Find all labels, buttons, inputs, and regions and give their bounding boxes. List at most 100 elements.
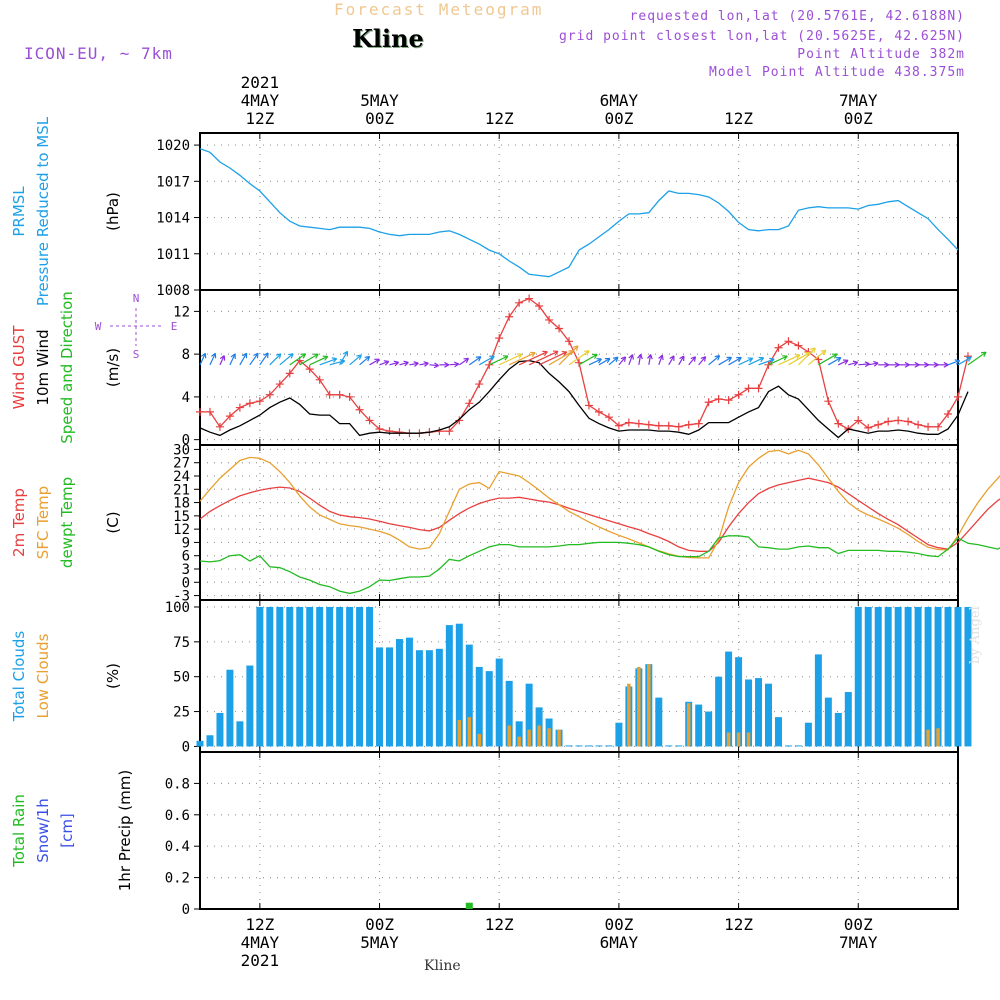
model-label: ICON-EU, ~ 7km (24, 44, 173, 63)
cloud-bar (405, 637, 413, 747)
cloud-bar (746, 732, 751, 747)
gust-marker (255, 397, 264, 406)
cloud-bar (894, 606, 902, 747)
gust-marker (784, 337, 793, 346)
unit-label: (%) (104, 663, 122, 689)
cloud-bar (196, 740, 204, 747)
y-tick-label: 30 (173, 442, 190, 458)
cloud-bar (765, 683, 772, 747)
gust-marker (205, 407, 214, 416)
wind-arrow (409, 362, 419, 366)
wind-arrowhead (489, 355, 495, 361)
cloud-bar (725, 651, 733, 747)
wind-arrowhead (612, 356, 619, 363)
gust-marker (624, 418, 633, 427)
top-time-label: 12Z (724, 109, 753, 128)
wind-arrow (967, 351, 987, 366)
wind-arrow (758, 358, 775, 366)
wind-arrow (578, 353, 598, 366)
axis-label: Low Clouds (34, 633, 52, 718)
wind-arrow (209, 353, 216, 366)
gust-marker (694, 419, 703, 428)
wind-arrow (449, 363, 459, 366)
wind-arrowhead (758, 356, 765, 363)
top-time-label: 4MAY (241, 91, 280, 110)
panel-5: 0 0.2 0.4 0.6 0.8 Total Rain Snow/1h [cm] 1hr Pr… (10, 751, 959, 918)
credit-text: by Angel (968, 606, 983, 664)
cloud-bar (615, 722, 623, 747)
model-altitude: Model Point Altitude 438.375m (709, 65, 965, 80)
cloud-bar (346, 606, 354, 747)
cloud-bar (445, 625, 453, 747)
wind-arrowhead (210, 352, 217, 359)
top-time-label: 00Z (365, 109, 394, 128)
wind-arrow (858, 363, 870, 366)
gust-marker (584, 401, 593, 410)
wind-arrowhead (820, 349, 827, 356)
gust-marker (315, 375, 324, 384)
gust-marker (704, 398, 713, 407)
wind-arrow (319, 358, 337, 366)
cloud-bar (216, 712, 224, 747)
top-time-label: 00Z (844, 109, 873, 128)
cloud-bar (726, 732, 731, 747)
bottom-time-label: 6MAY (600, 933, 639, 952)
bottom-time-label: 2021 (241, 951, 280, 970)
wind-arrow (389, 361, 399, 366)
wind-arrow (369, 358, 380, 366)
wind-arrowhead (383, 360, 390, 366)
y-tick-label: 0.8 (165, 776, 190, 792)
gust-marker (275, 380, 284, 389)
wind-arrow (698, 356, 707, 366)
axis-label: PRMSL (10, 186, 28, 237)
wind-arrow (279, 353, 294, 366)
cloud-bar (595, 745, 603, 747)
cloud-bar (814, 654, 822, 747)
unit-label: (C) (104, 511, 122, 533)
wind-arrowhead (637, 353, 643, 360)
wind-arrowhead (736, 356, 742, 363)
wind-arrow (748, 357, 764, 366)
gust-marker (395, 428, 404, 437)
bottom-time-label: 7MAY (839, 933, 878, 952)
y-tick-label: 21 (173, 482, 190, 498)
gust-marker (505, 312, 514, 321)
wind-arrow (957, 356, 972, 366)
gust-marker (664, 421, 673, 430)
cloud-bar (527, 729, 531, 747)
wind-arrow (488, 355, 509, 366)
cloud-bar (475, 666, 483, 747)
wind-arrow (678, 355, 685, 366)
bottom-time-label: 12Z (724, 915, 753, 934)
y-tick-label: 27 (173, 456, 190, 472)
axis-label: 2m Temp (10, 488, 28, 557)
cloud-bar (547, 728, 551, 747)
cloud-bar (675, 745, 683, 747)
cloud-bar (904, 606, 912, 747)
wind-arrow (838, 359, 849, 366)
gust-marker (495, 334, 504, 343)
axis-label: 10m Wind (34, 329, 52, 405)
wind-arrowhead (604, 357, 611, 364)
wind-arrow (199, 353, 206, 366)
y-tick-label: 12 (173, 304, 190, 320)
wind-arrow (478, 355, 495, 366)
gust-marker (555, 324, 564, 333)
wind-arrowhead (331, 357, 338, 363)
wind-arrowhead (342, 350, 349, 357)
top-time-label: 7MAY (839, 91, 878, 110)
cloud-bar (457, 719, 462, 747)
wind-arrow (588, 358, 602, 366)
cloud-bar (415, 650, 423, 747)
gust-marker (515, 298, 524, 307)
wind-arrow (249, 352, 259, 366)
cloud-bar (276, 606, 284, 747)
wind-arrowhead (628, 354, 634, 360)
wind-arrowhead (842, 359, 849, 365)
cloud-bar (316, 606, 324, 747)
gust-marker (684, 420, 693, 429)
wind-arrow (309, 355, 328, 366)
series-line (199, 477, 1000, 552)
